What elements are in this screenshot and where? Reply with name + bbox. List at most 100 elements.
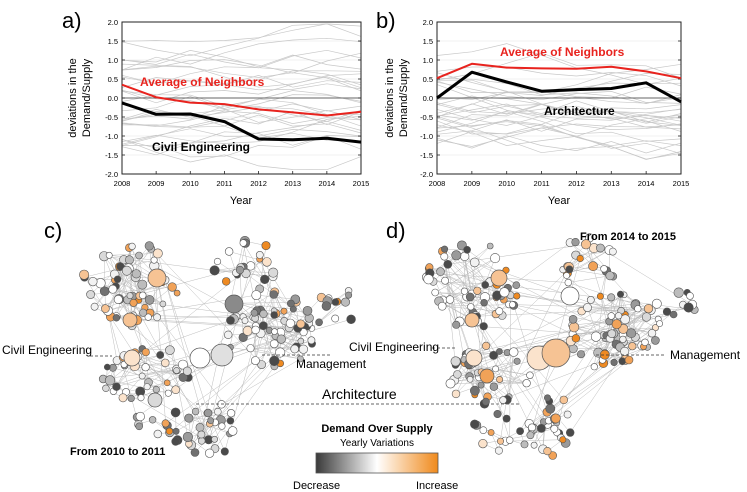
- network-node: [496, 375, 504, 383]
- network-node: [139, 308, 148, 317]
- panel-b-legend-architecture: Architecture: [544, 104, 615, 118]
- network-hub-node: [210, 343, 234, 367]
- network-node: [331, 298, 340, 306]
- background-trajectory: [121, 103, 362, 128]
- network-node: [445, 295, 455, 304]
- network-node: [441, 276, 449, 285]
- network-node: [431, 288, 440, 297]
- background-trajectory: [121, 110, 362, 146]
- network-node: [88, 277, 98, 287]
- network-node: [466, 375, 474, 383]
- colorbar-low-label: Decrease: [293, 480, 340, 492]
- network-node: [197, 430, 206, 439]
- network-edge: [512, 304, 653, 334]
- network-node: [452, 320, 461, 329]
- background-trajectory: [436, 77, 682, 104]
- network-node: [139, 291, 147, 300]
- network-node: [246, 344, 255, 353]
- network-node: [153, 313, 161, 322]
- network-node: [626, 328, 637, 339]
- network-node: [286, 299, 295, 308]
- x-tick-label: 2012: [250, 179, 267, 188]
- network-node: [269, 355, 280, 367]
- network-edge: [508, 304, 695, 311]
- colorbar-legend: Demand Over Supply Yearly Variations Dec…: [293, 423, 458, 492]
- network-edge: [569, 269, 611, 276]
- network-edge: [134, 320, 231, 355]
- panel-a-line-chart: a) 2.01.51.00.50.0-0.5-1.0-1.5-2.0 2008 2…: [62, 8, 369, 207]
- network-node: [150, 256, 158, 264]
- background-trajectory: [436, 52, 682, 81]
- panel-c-label-architecture: Architecture: [322, 386, 397, 402]
- network-node: [634, 305, 642, 313]
- network-node: [275, 347, 286, 358]
- network-node: [516, 427, 524, 435]
- network-node: [509, 347, 519, 357]
- network-node: [530, 441, 538, 449]
- network-node: [469, 385, 480, 396]
- network-edge: [505, 439, 563, 442]
- network-node: [213, 257, 222, 266]
- network-edge: [457, 360, 518, 375]
- network-node: [137, 279, 148, 290]
- network-node: [135, 422, 143, 431]
- network-node: [486, 242, 494, 250]
- network-hub-node: [122, 312, 138, 328]
- panel-d-label-management: Management: [670, 348, 741, 362]
- network-edge: [598, 308, 638, 353]
- panel-d-period: From 2014 to 2015: [580, 231, 676, 243]
- network-node: [228, 426, 238, 436]
- network-node: [545, 403, 556, 414]
- panel-a-y-axis-label-line1: deviations in the: [67, 58, 79, 138]
- network-node: [127, 394, 135, 403]
- network-node: [522, 379, 531, 388]
- network-node: [242, 325, 253, 336]
- network-node: [144, 295, 155, 305]
- network-node: [224, 330, 233, 339]
- x-tick-label: 2015: [353, 179, 370, 188]
- network-node: [686, 292, 694, 300]
- background-trajectory: [436, 111, 682, 142]
- panel-d-label: d): [386, 218, 406, 243]
- network-edge: [132, 267, 241, 297]
- network-node: [269, 290, 279, 299]
- colorbar-high-label: Increase: [416, 480, 458, 492]
- y-tick-label: 0.0: [423, 94, 433, 103]
- network-node: [526, 431, 535, 440]
- network-edge: [116, 319, 352, 387]
- network-node: [182, 366, 192, 376]
- network-node: [479, 322, 488, 331]
- panel-c-label-management: Management: [296, 357, 367, 371]
- network-node: [227, 409, 236, 418]
- network-node: [205, 448, 215, 458]
- network-edge: [468, 365, 530, 376]
- x-tick-label: 2011: [216, 179, 232, 188]
- network-node: [651, 336, 660, 345]
- background-trajectory: [121, 23, 362, 57]
- network-edge: [496, 297, 626, 360]
- network-node: [104, 363, 111, 371]
- network-node: [619, 335, 627, 344]
- network-node: [599, 349, 610, 360]
- background-trajectory: [121, 52, 362, 74]
- network-node: [101, 304, 110, 313]
- network-node: [280, 307, 288, 315]
- network-node: [262, 257, 272, 267]
- network-node: [250, 356, 260, 365]
- network-node: [307, 336, 316, 345]
- panel-d-label-civil-engineering: Civil Engineering: [349, 340, 439, 354]
- network-node: [571, 238, 580, 247]
- network-node: [683, 302, 694, 313]
- network-node: [451, 389, 461, 399]
- y-tick-label: 2.0: [423, 18, 433, 27]
- network-node: [298, 344, 309, 354]
- panel-b-line-chart: b) 2.01.51.00.50.0-0.5-1.0-1.5-2.0 2008 2…: [376, 8, 689, 207]
- network-edge: [459, 249, 468, 322]
- network-edge: [455, 364, 471, 395]
- y-tick-label: -2.0: [105, 170, 118, 179]
- network-node: [135, 251, 143, 260]
- network-node: [580, 239, 591, 250]
- network-node: [238, 332, 248, 343]
- network-node: [610, 358, 618, 367]
- network-node: [611, 319, 622, 330]
